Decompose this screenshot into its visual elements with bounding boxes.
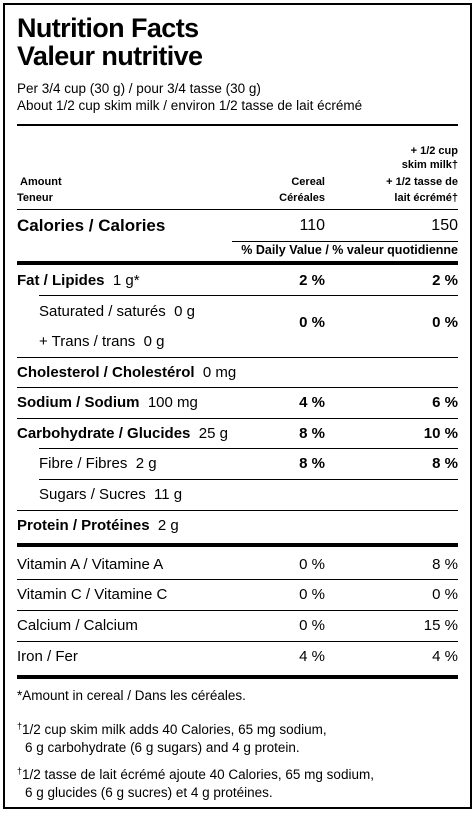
footnote-milk-fr-1: †1/2 tasse de lait écrémé ajoute 40 Calo… — [17, 763, 458, 783]
rule-thick-4 — [17, 675, 458, 679]
rule-thick-2 — [17, 261, 458, 265]
sugars-label: Sugars / Sucres — [39, 486, 146, 503]
dagger-mark-fr: † — [17, 766, 23, 776]
header-milk-line1: + 1/2 cup — [410, 145, 458, 157]
iron-row: Iron / Fer 4 % 4 % — [17, 648, 458, 666]
vitamin-a-cereal: 0 % — [299, 556, 325, 573]
carbohydrate-cereal: 8 % — [299, 425, 325, 442]
fibre-milk: 8 % — [432, 455, 458, 472]
fat-label: Fat / Lipides — [17, 272, 105, 289]
sodium-milk: 6 % — [432, 394, 458, 411]
cholesterol-row: Cholesterol / Cholestérol 0 mg — [17, 364, 458, 382]
vitamin-c-cereal: 0 % — [299, 586, 325, 603]
title-french: Valeur nutritive — [17, 41, 203, 71]
rule-sugars — [17, 510, 458, 511]
iron-label: Iron / Fer — [17, 648, 78, 665]
header-cereales: Céréales — [279, 192, 325, 204]
serving-size: Per 3/4 cup (30 g) / pour 3/4 tasse (30 … — [17, 81, 261, 96]
header-milk-line3: + 1/2 tasse de — [386, 176, 458, 188]
calories-cereal: 110 — [299, 217, 325, 234]
footnote-asterisk: *Amount in cereal / Dans les céréales. — [17, 688, 246, 703]
fibre-amount: 2 g — [131, 455, 157, 472]
protein-amount: 2 g — [153, 517, 179, 534]
sodium-cereal: 4 % — [299, 394, 325, 411]
fat-milk: 2 % — [432, 272, 458, 289]
cholesterol-label: Cholesterol / Cholestérol — [17, 364, 195, 381]
carbohydrate-label: Carbohydrate / Glucides — [17, 425, 191, 442]
nutrition-facts-label: Nutrition Facts Valeur nutritive Per 3/4… — [3, 3, 472, 809]
title-english: Nutrition Facts — [17, 13, 199, 43]
trans-label: + Trans / trans — [39, 333, 136, 350]
trans-row: + Trans / trans 0 g — [17, 333, 458, 351]
sugars-row: Sugars / Sucres 11 g — [17, 486, 458, 504]
calcium-row: Calcium / Calcium 0 % 15 % — [17, 617, 458, 635]
fat-row: Fat / Lipides 1 g* 2 % 2 % — [17, 272, 458, 290]
carbohydrate-amount: 25 g — [194, 425, 228, 442]
header-cereal: Cereal — [291, 176, 325, 188]
sodium-label: Sodium / Sodium — [17, 394, 140, 411]
fat-amount: 1 g* — [108, 272, 140, 289]
carbohydrate-milk: 10 % — [423, 425, 458, 442]
rule-trans — [17, 357, 458, 358]
calcium-milk: 15 % — [423, 617, 458, 634]
saturated-label: Saturated / saturés — [39, 303, 166, 320]
footnote-milk-fr-2: 6 g glucides (6 g sucres) et 4 g protéin… — [25, 785, 273, 800]
header-amount: Amount — [17, 176, 62, 188]
vitamin-a-label: Vitamin A / Vitamine A — [17, 556, 164, 573]
protein-label: Protein / Protéines — [17, 517, 150, 534]
fat-cereal: 2 % — [299, 272, 325, 289]
footnote-milk-fr-text-1: 1/2 tasse de lait écrémé ajoute 40 Calor… — [22, 767, 374, 782]
rule-calories — [232, 241, 458, 242]
footnote-milk-en-2: 6 g carbohydrate (6 g sugars) and 4 g pr… — [25, 740, 300, 755]
calories-milk: 150 — [431, 217, 458, 234]
fibre-row: Fibre / Fibres 2 g 8 % 8 % — [17, 455, 458, 473]
serving-milk: About 1/2 cup skim milk / environ 1/2 ta… — [17, 98, 363, 113]
calcium-label: Calcium / Calcium — [17, 617, 138, 634]
cholesterol-amount: 0 mg — [198, 364, 237, 381]
saturated-amount: 0 g — [169, 303, 195, 320]
sodium-row: Sodium / Sodium 100 mg 4 % 6 % — [17, 394, 458, 412]
iron-cereal: 4 % — [299, 648, 325, 665]
rule-fibre — [39, 479, 458, 480]
rule-fat — [39, 295, 458, 296]
fibre-label: Fibre / Fibres — [39, 455, 128, 472]
carbohydrate-row: Carbohydrate / Glucides 25 g 8 % 10 % — [17, 425, 458, 443]
rule-thick-1 — [17, 124, 458, 126]
vitamin-c-row: Vitamin C / Vitamine C 0 % 0 % — [17, 586, 458, 604]
header-milk-line4: lait écrémé† — [394, 192, 458, 204]
saturated-row: Saturated / saturés 0 g — [17, 303, 458, 321]
calcium-cereal: 0 % — [299, 617, 325, 634]
calories-label: Calories / Calories — [17, 216, 166, 235]
rule-vitamin-c — [17, 610, 458, 611]
vitamin-a-row: Vitamin A / Vitamine A 0 % 8 % — [17, 556, 458, 574]
fibre-cereal: 8 % — [299, 455, 325, 472]
rule-sodium — [17, 418, 458, 419]
sat-trans-cereal: 0 % — [299, 314, 325, 331]
rule-1 — [17, 209, 458, 210]
footnote-milk-en-1: †1/2 cup skim milk adds 40 Calories, 65 … — [17, 718, 458, 738]
daily-value-heading: % Daily Value / % valeur quotidienne — [241, 243, 458, 257]
header-milk-line2: skim milk† — [401, 159, 458, 171]
calories-row: Calories / Calories 110 150 — [17, 217, 458, 236]
vitamin-c-label: Vitamin C / Vitamine C — [17, 586, 168, 603]
sodium-amount: 100 mg — [143, 394, 198, 411]
sat-trans-milk: 0 % — [432, 314, 458, 331]
rule-vitamin-a — [17, 579, 458, 580]
sugars-amount: 11 g — [149, 486, 183, 503]
vitamin-a-milk: 8 % — [432, 556, 458, 573]
header-teneur: Teneur — [17, 192, 53, 204]
label-content: Nutrition Facts Valeur nutritive Per 3/4… — [17, 5, 458, 807]
iron-milk: 4 % — [432, 648, 458, 665]
rule-thick-3 — [17, 543, 458, 547]
rule-calcium — [17, 641, 458, 642]
footnote-milk-en-text-1: 1/2 cup skim milk adds 40 Calories, 65 m… — [22, 722, 327, 737]
rule-cholesterol — [17, 387, 458, 388]
rule-carbohydrate — [39, 448, 458, 449]
protein-row: Protein / Protéines 2 g — [17, 517, 458, 535]
dagger-mark-en: † — [17, 721, 23, 731]
vitamin-c-milk: 0 % — [432, 586, 458, 603]
trans-amount: 0 g — [139, 333, 165, 350]
